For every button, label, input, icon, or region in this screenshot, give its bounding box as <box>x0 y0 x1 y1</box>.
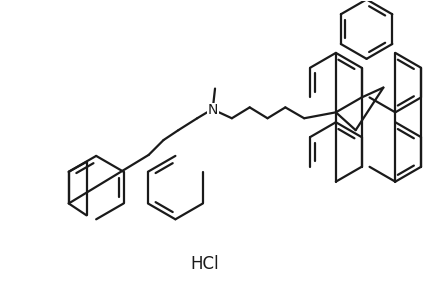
Text: N: N <box>207 103 218 117</box>
Text: HCl: HCl <box>190 255 218 273</box>
